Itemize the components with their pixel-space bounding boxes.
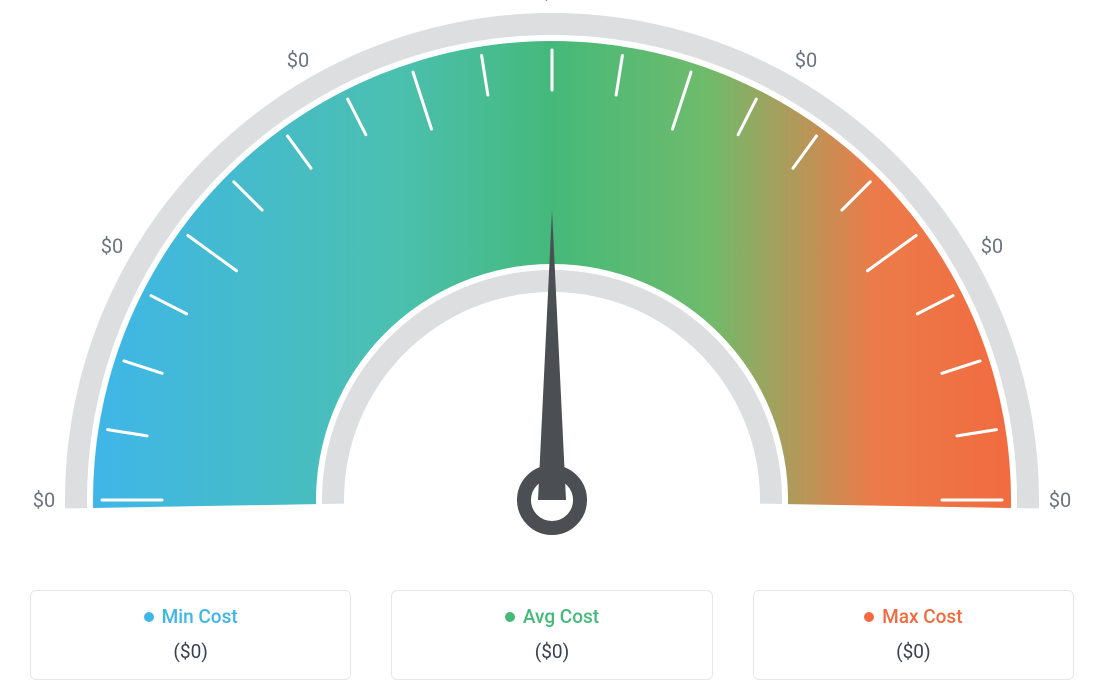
gauge-tick-label: $0 <box>33 488 55 512</box>
gauge-tick-label: $0 <box>541 0 563 4</box>
gauge-tick-label: $0 <box>795 48 817 72</box>
legend-card-max: Max Cost ($0) <box>753 590 1074 680</box>
legend-value: ($0) <box>41 640 340 663</box>
dot-icon <box>864 612 874 622</box>
legend-row: Min Cost ($0) Avg Cost ($0) Max Cost ($0… <box>0 590 1104 680</box>
gauge-tick-label: $0 <box>981 234 1003 258</box>
gauge-tick-label: $0 <box>1049 488 1071 512</box>
legend-label: Avg Cost <box>523 605 599 628</box>
gauge-tick-label: $0 <box>101 234 123 258</box>
legend-value: ($0) <box>764 640 1063 663</box>
legend-head-max: Max Cost <box>764 605 1063 628</box>
legend-card-avg: Avg Cost ($0) <box>391 590 712 680</box>
gauge-svg <box>0 0 1104 560</box>
dot-icon <box>505 612 515 622</box>
gauge-tick-label: $0 <box>287 48 309 72</box>
legend-label: Min Cost <box>162 605 238 628</box>
legend-head-avg: Avg Cost <box>402 605 701 628</box>
legend-value: ($0) <box>402 640 701 663</box>
legend-card-min: Min Cost ($0) <box>30 590 351 680</box>
legend-head-min: Min Cost <box>41 605 340 628</box>
legend-label: Max Cost <box>882 605 962 628</box>
gauge-chart: $0 $0 $0 $0 $0 $0 $0 <box>0 0 1104 560</box>
dot-icon <box>144 612 154 622</box>
